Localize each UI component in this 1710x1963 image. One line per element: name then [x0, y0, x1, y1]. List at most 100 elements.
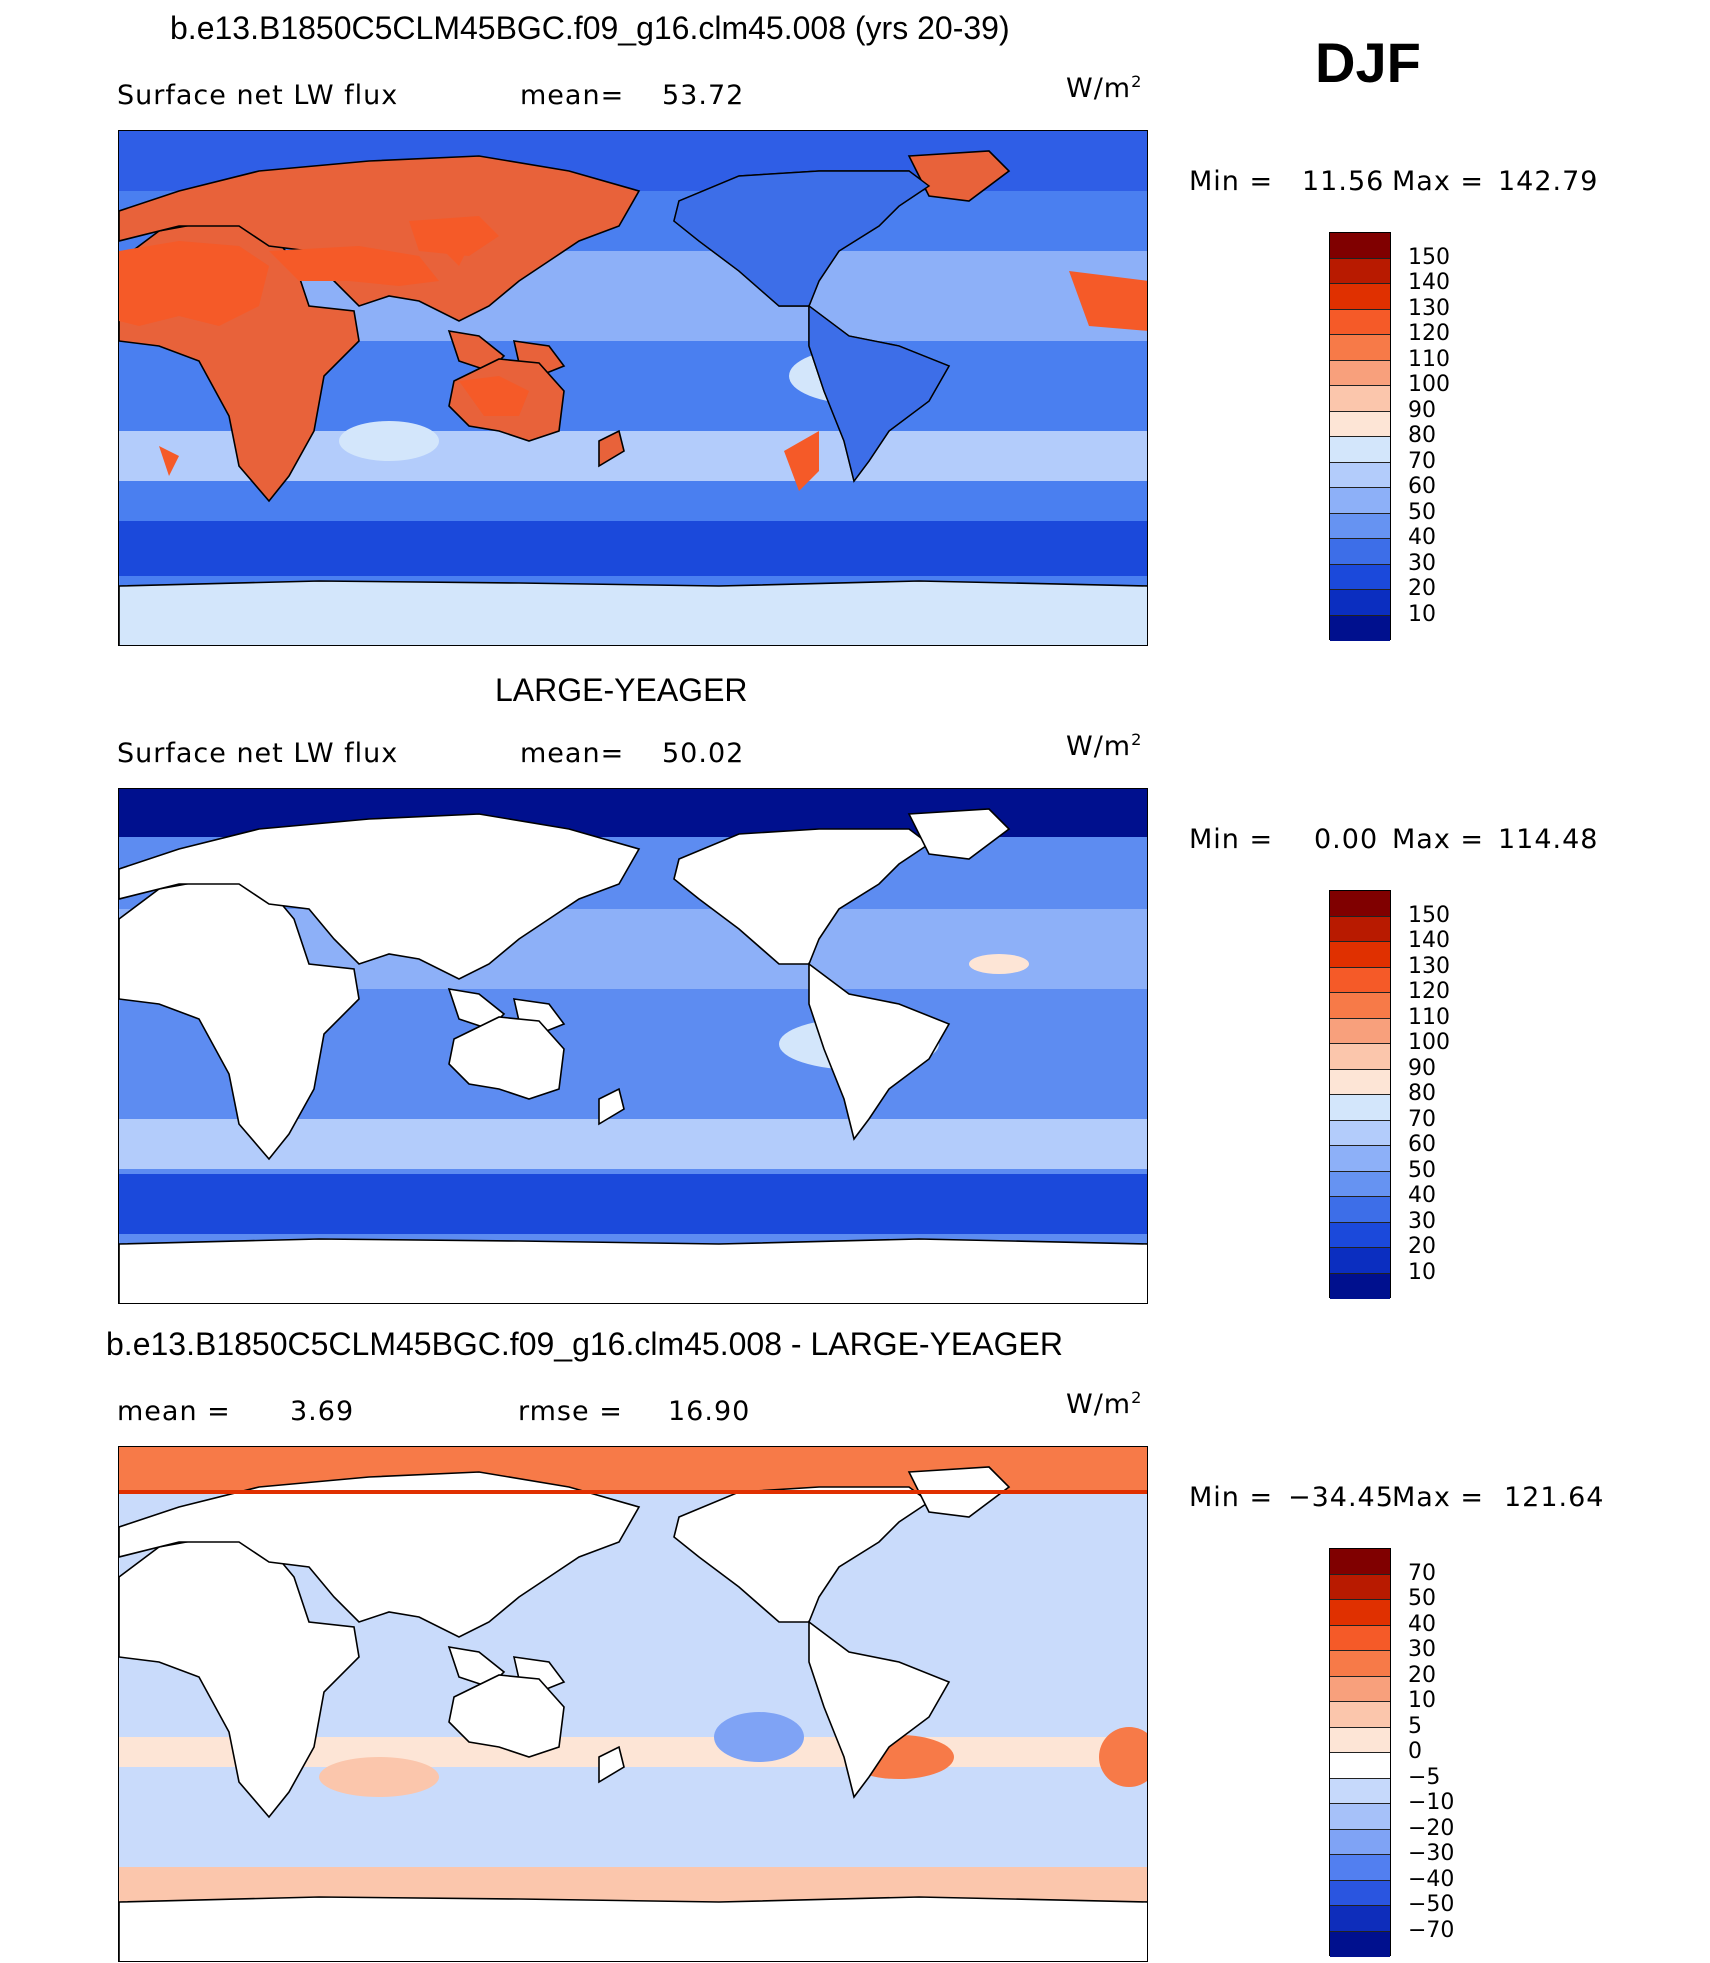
indian-ocean-pool — [339, 421, 439, 461]
map-panel-2 — [118, 788, 1148, 1304]
continent-landmass — [907, 808, 1011, 860]
map-2 — [119, 789, 1147, 1303]
colorbar-3-tick-label: −5 — [1408, 1764, 1441, 1790]
colorbar-1-tick-label: 20 — [1408, 576, 1436, 601]
antarctica-landmass — [119, 1238, 1147, 1303]
colorbar-2-swatch — [1330, 1197, 1390, 1223]
colorbar-2-swatch — [1330, 1222, 1390, 1248]
colorbar-3-swatch — [1330, 1702, 1390, 1728]
colorbar-1-swatch — [1330, 462, 1390, 488]
colorbar-2-tick-label: 60 — [1408, 1132, 1436, 1157]
colorbar-3-swatch — [1330, 1651, 1390, 1677]
colorbar-1-swatch — [1330, 233, 1390, 259]
continent-landmass — [448, 1016, 565, 1100]
colorbar-2-tick-label: 80 — [1408, 1081, 1436, 1106]
colorbar-2 — [1329, 890, 1391, 1299]
panel1-min-label: Min = — [1189, 166, 1274, 197]
continent-landmass — [119, 1471, 641, 1638]
panel1-mean-value: 53.72 — [662, 80, 745, 111]
panel3-units: W/m2 — [1066, 1388, 1143, 1420]
colorbar-3-swatch — [1330, 1727, 1390, 1753]
panel1-variable: Surface net LW flux — [117, 80, 399, 111]
continent-landmass — [448, 1674, 565, 1758]
colorbar-2-tick-label: 50 — [1408, 1157, 1436, 1183]
colorbar-2-tick-label: 40 — [1408, 1183, 1436, 1208]
hot-land-region — [444, 236, 469, 266]
panel2-units: W/m2 — [1066, 730, 1143, 762]
panel3-min-label: Min = — [1189, 1482, 1274, 1513]
colorbar-2-tick-label: 130 — [1408, 953, 1450, 979]
panel1-max-label: Max = — [1392, 166, 1485, 197]
antarctica-landmass — [119, 580, 1147, 645]
colorbar-1-swatch — [1330, 437, 1390, 463]
colorbar-3-swatch — [1330, 1600, 1390, 1626]
map-panel-3 — [118, 1446, 1148, 1962]
continent-landmass — [119, 813, 641, 980]
colorbar-2-tick-label: 150 — [1408, 902, 1450, 928]
panel2-min-label: Min = — [1189, 824, 1274, 855]
colorbar-2-swatch — [1330, 1044, 1390, 1070]
colorbar-3-tick-label: −50 — [1408, 1892, 1455, 1917]
colorbar-1-tick-label: 90 — [1408, 397, 1436, 423]
panel2-max-value: 114.48 — [1498, 824, 1599, 855]
colorbar-3-swatch — [1330, 1906, 1390, 1932]
colorbar-3-swatch — [1330, 1549, 1390, 1575]
panel3-min-value: −34.45 — [1288, 1482, 1394, 1513]
colorbar-2-tick-label: 20 — [1408, 1234, 1436, 1259]
continent-landmass — [808, 1620, 951, 1799]
colorbar-2-tick-label: 30 — [1408, 1208, 1436, 1234]
colorbar-3-swatch — [1330, 1804, 1390, 1830]
colorbar-3-tick-label: 30 — [1408, 1637, 1436, 1662]
colorbar-3-tick-label: −40 — [1408, 1866, 1455, 1892]
hot-land-region — [269, 246, 439, 286]
hot-land-region — [409, 216, 499, 256]
colorbar-1-tick-label: 70 — [1408, 448, 1436, 474]
colorbar-2-tick-label: 90 — [1408, 1055, 1436, 1081]
colorbar-1-tick-label: 60 — [1408, 474, 1436, 499]
colorbar-3-swatch — [1330, 1753, 1390, 1779]
colorbar-1 — [1329, 232, 1391, 641]
north-america-cold-region — [673, 170, 931, 307]
colorbar-1-swatch — [1330, 590, 1390, 616]
colorbar-3 — [1329, 1548, 1391, 1957]
colorbar-3-tick-label: 0 — [1408, 1739, 1422, 1764]
south-america-region — [808, 304, 951, 483]
southern-ocean-band — [119, 521, 1147, 576]
colorbar-3-tick-label: 50 — [1408, 1586, 1436, 1611]
colorbar-2-tick-label: 10 — [1408, 1259, 1436, 1285]
map-3 — [119, 1447, 1147, 1961]
panel3-max-value: 121.64 — [1504, 1482, 1605, 1513]
panel1-max-value: 142.79 — [1498, 166, 1599, 197]
colorbar-1-swatch — [1330, 564, 1390, 590]
colorbar-1-swatch — [1330, 335, 1390, 361]
colorbar-3-tick-label: 20 — [1408, 1662, 1436, 1688]
colorbar-1-swatch — [1330, 309, 1390, 335]
antarctica-landmass — [119, 1896, 1147, 1961]
colorbar-2-swatch — [1330, 1146, 1390, 1172]
colorbar-2-swatch — [1330, 1248, 1390, 1274]
continent-landmass — [598, 1745, 625, 1784]
southern-ocean-band — [119, 1174, 1147, 1234]
continent-landmass — [598, 429, 625, 468]
colorbar-2-tick-label: 120 — [1408, 979, 1450, 1004]
colorbar-1-swatch — [1330, 258, 1390, 284]
panel1-units: W/m2 — [1066, 72, 1143, 104]
colorbar-1-tick-label: 110 — [1408, 346, 1450, 372]
colorbar-3-tick-label: 70 — [1408, 1560, 1436, 1586]
colorbar-2-swatch — [1330, 967, 1390, 993]
colorbar-3-tick-label: −70 — [1408, 1917, 1455, 1943]
colorbar-1-swatch — [1330, 360, 1390, 386]
colorbar-3-swatch — [1330, 1829, 1390, 1855]
colorbar-2-swatch — [1330, 993, 1390, 1019]
colorbar-1-swatch — [1330, 615, 1390, 641]
panel3-mean-label: mean = — [117, 1396, 231, 1427]
map-1 — [119, 131, 1147, 645]
colorbar-2-tick-label: 70 — [1408, 1106, 1436, 1132]
continent-landmass — [808, 962, 951, 1141]
middle-title: LARGE-YEAGER — [495, 672, 748, 708]
colorbar-3-tick-label: −30 — [1408, 1841, 1455, 1866]
hot-land-region — [784, 431, 819, 491]
colorbar-2-swatch — [1330, 1069, 1390, 1095]
colorbar-1-swatch — [1330, 539, 1390, 565]
colorbar-1-tick-label: 140 — [1408, 270, 1450, 295]
